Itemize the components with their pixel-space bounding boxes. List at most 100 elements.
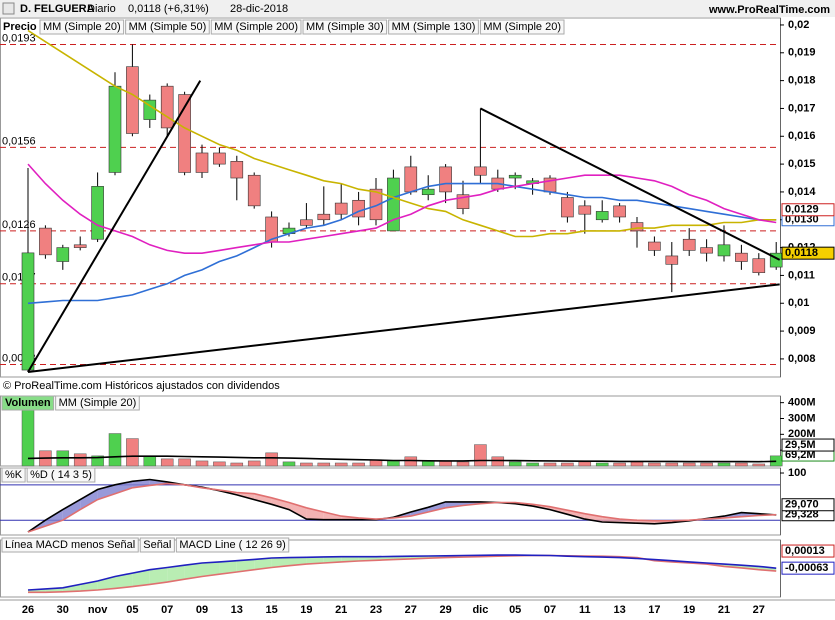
y-tick-label: 0,016 [788, 130, 816, 142]
volume-bar [682, 462, 696, 467]
candle-body [247, 174, 261, 207]
line [27, 182, 777, 305]
volume-bar [265, 452, 278, 467]
volume-bar [717, 462, 731, 467]
volume-bar [700, 462, 713, 467]
legend-entry: %D ( 14 3 5) [30, 469, 92, 481]
volume-bar [543, 462, 557, 467]
line [27, 163, 777, 254]
legend-box [1, 537, 139, 553]
x-tick-label: 27 [753, 604, 765, 616]
candle-body [317, 213, 331, 221]
x-tick-label: 05 [509, 604, 521, 616]
y-tick-label: 0,019 [788, 47, 816, 59]
legend-entry: MACD Line ( 12 26 9) [179, 539, 285, 551]
fill-between [149, 567, 168, 585]
y-tick-label: 0,017 [788, 102, 816, 114]
line [27, 29, 777, 238]
x-tick-label: 07 [161, 604, 173, 616]
value-tag-box [781, 498, 835, 512]
candle-body [73, 244, 87, 248]
fill-between [445, 501, 463, 508]
fill-between [306, 507, 324, 520]
fill-between [254, 558, 272, 570]
value-tag-box [781, 544, 835, 558]
legend-box [55, 395, 140, 411]
x-tick-label: 15 [265, 604, 277, 616]
date: 28-dic-2018 [230, 3, 288, 15]
candle-body [578, 205, 592, 215]
value-tag: 0,0118 [785, 247, 818, 259]
x-tick-label: 05 [126, 604, 138, 616]
source: www.ProRealTime.com [708, 4, 830, 16]
legend-entry: MM (Simple 130) [392, 21, 476, 33]
fill-between [428, 501, 446, 512]
value-tag: 29,070 [785, 499, 819, 511]
x-tick-label: 13 [231, 604, 243, 616]
level-label: 0,0126 [2, 219, 36, 231]
candle-body [717, 244, 731, 257]
fill-between [567, 510, 585, 520]
x-tick-label: dic [472, 604, 488, 616]
fill-between [219, 560, 237, 575]
volume-bar [91, 455, 104, 467]
y-tick-label: 0,011 [788, 269, 815, 281]
candle-body [195, 152, 209, 173]
price-label: Precio [3, 21, 37, 33]
legend-box [388, 19, 479, 35]
candle-body [682, 238, 696, 251]
value-tag: 69,2M [785, 449, 816, 461]
trendline [27, 283, 780, 373]
volume-bar [300, 462, 313, 467]
x-tick-label: 11 [579, 604, 591, 616]
line [27, 455, 777, 463]
y-tick-label: 0,01 [788, 297, 809, 309]
legend-entry: MM (Simple 20) [483, 21, 561, 33]
x-tick-label: 27 [405, 604, 417, 616]
volume-bar [404, 456, 418, 467]
volume-bar [456, 461, 470, 467]
candle-body [108, 85, 122, 173]
fill-between [254, 493, 272, 505]
period: Diario [87, 3, 116, 15]
volume-bar [108, 433, 122, 467]
candle-body [665, 255, 679, 265]
legend-entry: Línea MACD menos Señal [5, 539, 135, 551]
fill-between [115, 573, 133, 589]
y-tick-label: 0,009 [788, 325, 816, 337]
legend-entry: %K [5, 469, 23, 481]
candle-body [230, 161, 244, 179]
fill-between [167, 565, 185, 583]
volume-bar [334, 462, 348, 467]
legend-entry: MM (Simple 30) [306, 21, 384, 33]
candle-body [352, 199, 365, 218]
y-tick-label: 0,014 [788, 186, 816, 198]
value-tag-box [781, 203, 835, 217]
fill-between [62, 499, 81, 521]
instrument: D. FELGUERA [20, 3, 95, 15]
value-tag-box [781, 438, 835, 452]
volume-bar [73, 453, 87, 467]
line [27, 554, 777, 591]
candle-body [126, 66, 139, 134]
legend-entry: Señal [143, 539, 171, 551]
legend-box [175, 537, 290, 553]
legend-box [210, 19, 302, 35]
value-tag: 29,5M [785, 439, 816, 451]
volume-bar [561, 462, 574, 467]
volume-bar [213, 461, 226, 467]
x-tick-label: 30 [57, 604, 69, 616]
legend-entry: MM (Simple 50) [129, 21, 207, 33]
volume-bar [735, 462, 748, 467]
fill-between [202, 561, 220, 577]
line [27, 482, 777, 533]
y-tick-label: 300M [788, 412, 816, 424]
y-tick-label: 400M [788, 397, 816, 409]
candle-body [56, 247, 70, 262]
fill-between [132, 569, 150, 587]
fill-between [236, 559, 255, 572]
volume-bar [491, 456, 505, 467]
candle-body [387, 177, 400, 232]
value-tag-box [781, 246, 835, 260]
